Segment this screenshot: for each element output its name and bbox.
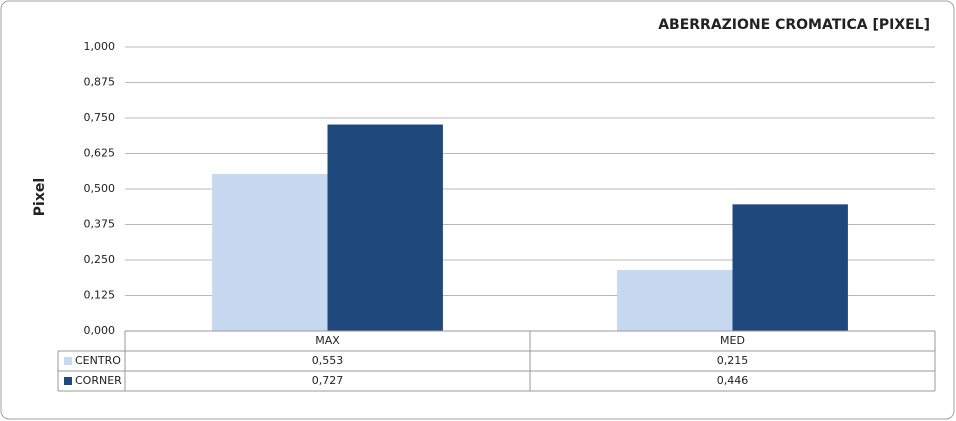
legend-swatch bbox=[64, 377, 72, 385]
data-label: 0,446 bbox=[717, 374, 749, 387]
y-tick-label: 0,125 bbox=[84, 289, 116, 302]
legend-label: CENTRO bbox=[75, 354, 121, 367]
data-label: 0,727 bbox=[312, 374, 344, 387]
legend-swatch bbox=[64, 357, 72, 365]
y-tick-label: 0,625 bbox=[84, 147, 116, 160]
y-tick-label: 0,000 bbox=[84, 324, 116, 337]
bar bbox=[212, 173, 328, 331]
y-tick-label: 1,000 bbox=[84, 40, 116, 53]
y-axis-label: Pixel bbox=[32, 178, 48, 216]
y-tick-label: 0,500 bbox=[84, 182, 116, 195]
data-label: 0,215 bbox=[717, 354, 749, 367]
bar bbox=[732, 204, 848, 331]
y-tick-label: 0,250 bbox=[84, 253, 116, 266]
y-tick-label: 0,875 bbox=[84, 76, 116, 89]
x-tick-label: MAX bbox=[315, 334, 340, 347]
bar bbox=[617, 269, 733, 331]
bar bbox=[327, 124, 443, 331]
y-tick-label: 0,750 bbox=[84, 111, 116, 124]
y-tick-label: 0,375 bbox=[84, 218, 116, 231]
chart-title: ABERRAZIONE CROMATICA [PIXEL] bbox=[658, 17, 930, 33]
x-tick-label: MED bbox=[720, 334, 745, 347]
legend-label: CORNER bbox=[75, 374, 122, 387]
data-label: 0,553 bbox=[312, 354, 344, 367]
